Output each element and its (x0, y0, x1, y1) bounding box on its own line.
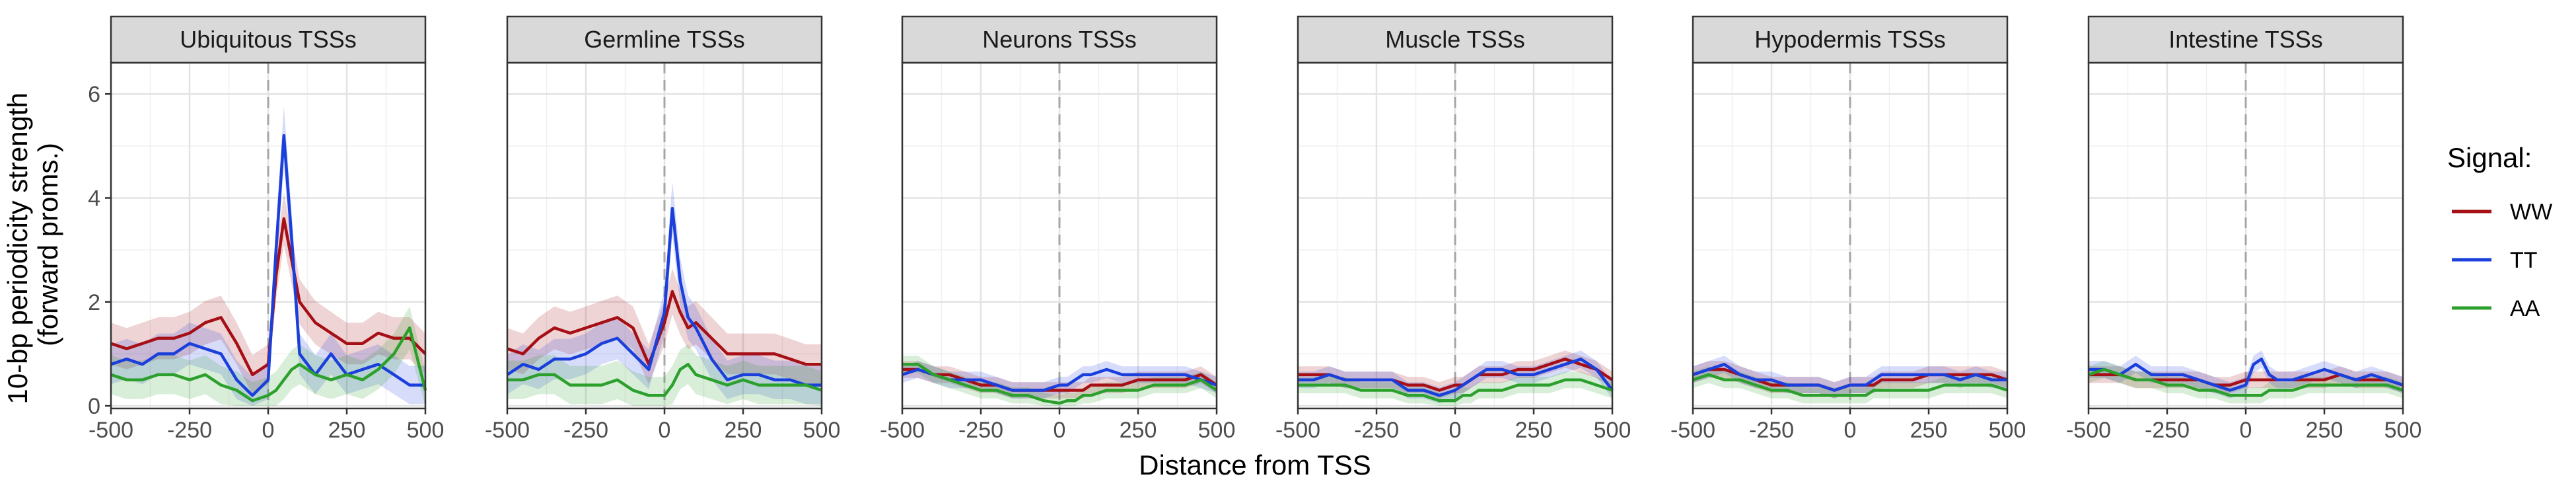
y-tick-label: 0 (88, 394, 100, 419)
series-line-aa (1692, 373, 2008, 397)
y-axis-title: 10-bp periodicity strength (forward prom… (2, 85, 63, 404)
x-tick-label: 500 (1989, 418, 2026, 443)
series-line-aa (110, 326, 427, 403)
y-tick-label: 2 (88, 290, 100, 315)
legend-label: WW (2510, 200, 2552, 225)
y-axis-title-line-2: (forward proms.) (32, 143, 63, 346)
x-tick-label: -250 (167, 418, 212, 443)
facet-title: Neurons TSSs (982, 26, 1136, 53)
x-tick-label: -250 (2145, 418, 2190, 443)
facet-strip (506, 15, 823, 64)
x-tick-label: 250 (725, 418, 762, 443)
legend-item: WW (2452, 200, 2552, 225)
x-tick-label: 250 (1910, 418, 1948, 443)
facet-panel: Muscle TSSs -500 -250 0 250 500 (1275, 15, 1631, 443)
facet-strip (110, 15, 427, 64)
x-tick-label: 0 (262, 418, 275, 443)
x-axis-title: Distance from TSS (1139, 449, 1371, 480)
series-line-ww (507, 289, 822, 366)
x-tick-label: -500 (1670, 418, 1715, 443)
series-line-ww (902, 367, 1218, 392)
confidence-band-aa (902, 356, 1217, 406)
x-tick-label: 0 (1449, 418, 1462, 443)
x-tick-label: -250 (958, 418, 1003, 443)
facet-strip (901, 15, 1218, 64)
series-line-aa (1298, 378, 1613, 403)
x-tick-label: 250 (1515, 418, 1553, 443)
y-axis-title-line-1: 10-bp periodicity strength (2, 93, 33, 404)
x-tick-label: -500 (89, 418, 133, 443)
y-tick-label: 4 (88, 186, 100, 211)
confidence-band-ww (1298, 350, 1612, 399)
legend-label: TT (2510, 248, 2538, 273)
x-tick-label: -500 (485, 418, 530, 443)
confidence-band-tt (1298, 350, 1612, 404)
x-tick-label: 0 (1054, 418, 1066, 443)
facet-panel: Intestine TSSs -500 -250 0 250 500 (2066, 15, 2422, 443)
legend-item: AA (2452, 296, 2540, 321)
series-line-tt (506, 206, 822, 387)
x-tick-label: 500 (1198, 418, 1236, 443)
confidence-band-tt (1693, 356, 2007, 399)
x-tick-label: 250 (328, 418, 366, 443)
confidence-band-aa (507, 344, 822, 406)
series-line-tt (110, 134, 425, 397)
legend-item: TT (2452, 248, 2538, 273)
legend-title: Signal: (2447, 142, 2532, 173)
x-tick-label: -250 (1749, 418, 1794, 443)
x-tick-label: -500 (2066, 418, 2111, 443)
series-line-tt (1692, 362, 2007, 392)
x-tick-label: -250 (563, 418, 608, 443)
confidence-band-tt (902, 361, 1217, 399)
facet-panel: Hypodermis TSSs -500 -250 0 250 500 (1670, 15, 2026, 443)
confidence-band-tt (111, 106, 425, 406)
facet-title: Hypodermis TSSs (1754, 26, 1945, 53)
facet-title: Germline TSSs (584, 26, 744, 53)
series-line-tt (2089, 358, 2404, 392)
x-tick-label: -500 (880, 418, 925, 443)
x-tick-label: 500 (1594, 418, 1631, 443)
facet-strip (1297, 15, 1614, 64)
series-line-tt (902, 367, 1217, 392)
series-line-aa (902, 362, 1218, 405)
facet-panel: Germline TSSs -500 -250 0 250 500 (485, 15, 841, 443)
x-tick-label: 500 (803, 418, 841, 443)
facet-title: Ubiquitous TSSs (180, 26, 356, 53)
confidence-band-aa (1298, 371, 1612, 406)
legend: Signal: WW TT AA (2447, 142, 2552, 321)
x-tick-label: -250 (1354, 418, 1399, 443)
legend-items: WW TT AA (2452, 200, 2552, 321)
series-line-ww (110, 217, 427, 377)
confidence-band-tt (2089, 350, 2403, 399)
legend-label: AA (2510, 296, 2540, 321)
x-tick-label: 500 (407, 418, 445, 443)
facet-panel: Ubiquitous TSSs -500 -250 0 250 500 0 2 4 6 (88, 15, 445, 443)
y-tick-label: 6 (88, 82, 100, 107)
facet-title: Muscle TSSs (1385, 26, 1524, 53)
confidence-band-aa (1693, 366, 2007, 404)
x-tick-label: -500 (1275, 418, 1320, 443)
facet-title: Intestine TSSs (2168, 26, 2322, 53)
x-tick-label: 250 (2306, 418, 2343, 443)
x-tick-label: 0 (2240, 418, 2252, 443)
x-tick-label: 0 (1844, 418, 1857, 443)
x-tick-label: 0 (659, 418, 671, 443)
x-tick-label: 250 (1120, 418, 1157, 443)
series-line-aa (507, 362, 822, 397)
facet-panels: Ubiquitous TSSs -500 -250 0 250 500 0 2 4 6 Germli… (88, 15, 2422, 443)
confidence-band-aa (2089, 361, 2403, 404)
series-line-aa (2088, 367, 2404, 397)
x-tick-label: 500 (2384, 418, 2422, 443)
facet-panel: Neurons TSSs -500 -250 0 250 500 (880, 15, 1236, 443)
series-line-tt (1298, 358, 1614, 397)
